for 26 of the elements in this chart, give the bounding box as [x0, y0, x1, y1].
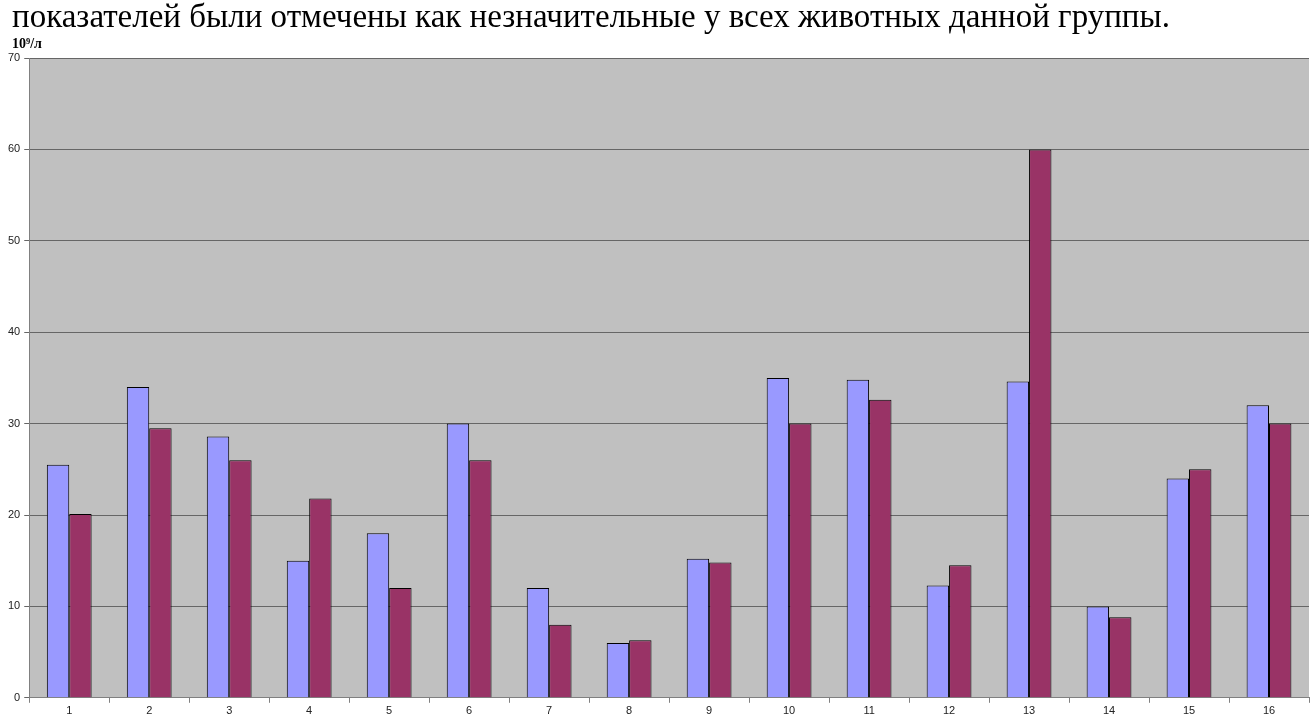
y-tick-label: 0	[14, 690, 21, 703]
text: показателей были отмечены как незначительные у всех животных данной группы.	[12, 0, 1170, 34]
x-tick-label: 7	[546, 704, 553, 717]
x-tick-label: 3	[226, 704, 233, 717]
x-tick-label: 14	[1102, 704, 1116, 717]
y-tick-label: 60	[7, 142, 21, 155]
x-tick-label: 16	[1262, 704, 1276, 717]
x-tick-label: 2	[146, 704, 153, 717]
x-tick-label: 9	[706, 704, 713, 717]
x-tick-label: 12	[942, 704, 956, 717]
y-tick-label: 30	[7, 416, 21, 429]
y-tick-label: 20	[7, 508, 21, 521]
x-tick-label: 15	[1182, 704, 1196, 717]
x-tick-label: 8	[626, 704, 633, 717]
x-tick-label: 4	[306, 704, 313, 717]
x-tick-label: 10	[782, 704, 796, 717]
y-tick-label: 50	[7, 233, 21, 246]
x-tick-label: 11	[863, 704, 875, 717]
y-tick-label: 70	[7, 51, 21, 64]
x-tick-label: 5	[386, 704, 393, 717]
x-tick-label: 1	[66, 704, 73, 717]
y-tick-label: 40	[7, 325, 21, 338]
y-axis-title: 10⁹/л	[12, 36, 42, 52]
x-tick-label: 6	[466, 704, 473, 717]
y-tick-label: 10	[7, 599, 21, 612]
x-tick-label: 13	[1022, 704, 1036, 717]
